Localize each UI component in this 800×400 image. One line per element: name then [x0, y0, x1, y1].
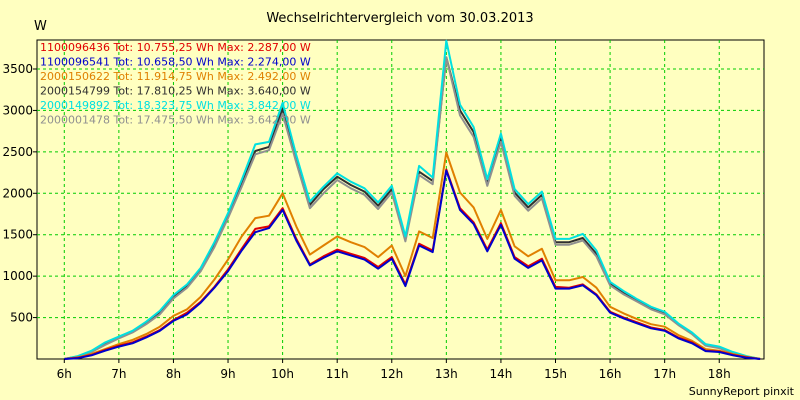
- x-tick-label: 18h: [708, 367, 731, 381]
- y-axis-label: W: [34, 19, 47, 34]
- x-tick-label: 8h: [166, 367, 181, 381]
- legend-entry: 1100096436 Tot: 10.755,25 Wh Max: 2.287,…: [40, 41, 311, 54]
- series-line-2: [64, 151, 761, 360]
- chart-title: Wechselrichtervergleich vom 30.03.2013: [266, 11, 533, 26]
- x-tick-label: 13h: [435, 367, 458, 381]
- x-tick-label: 17h: [653, 367, 676, 381]
- x-tick-label: 6h: [57, 367, 72, 381]
- legend-entry: 2000149892 Tot: 18.323,75 Wh Max: 3.842,…: [40, 99, 311, 112]
- x-tick-label: 7h: [111, 367, 126, 381]
- legend-entry: 2000001478 Tot: 17.475,50 Wh Max: 3.642,…: [40, 114, 311, 127]
- y-tick-label: 1500: [2, 228, 33, 242]
- series-line-4: [64, 39, 761, 360]
- legend-entry: 2000150622 Tot: 11.914,75 Wh Max: 2.492,…: [40, 70, 311, 83]
- x-tick-label: 14h: [489, 367, 512, 381]
- y-tick-label: 500: [10, 311, 33, 325]
- x-tick-label: 16h: [599, 367, 622, 381]
- legend: 1100096436 Tot: 10.755,25 Wh Max: 2.287,…: [40, 41, 311, 127]
- legend-entry: 1100096541 Tot: 10.658,50 Wh Max: 2.274,…: [40, 56, 311, 69]
- x-tick-label: 9h: [220, 367, 235, 381]
- x-tick-label: 10h: [271, 367, 294, 381]
- footer-credit: SunnyReport pinxit: [689, 385, 795, 398]
- x-tick-label: 12h: [380, 367, 403, 381]
- y-tick-label: 2500: [2, 145, 33, 159]
- series-line-1: [64, 169, 761, 360]
- y-tick-label: 3000: [2, 103, 33, 117]
- x-tick-label: 11h: [326, 367, 349, 381]
- series-group: [64, 39, 761, 360]
- series-line-5: [64, 56, 761, 360]
- legend-entry: 2000154799 Tot: 17.810,25 Wh Max: 3.640,…: [40, 85, 311, 98]
- y-tick-label: 3500: [2, 62, 33, 76]
- x-axis-ticks: 6h 7h 8h 9h 10h 11h 12h 13h 14h 15h 16h 17h 18h: [57, 359, 731, 381]
- x-tick-label: 15h: [544, 367, 567, 381]
- y-tick-label: 2000: [2, 186, 33, 200]
- y-tick-label: 1000: [2, 269, 33, 283]
- y-axis-ticks: 500 1000 1500 2000 2500 3000 3500: [2, 62, 37, 325]
